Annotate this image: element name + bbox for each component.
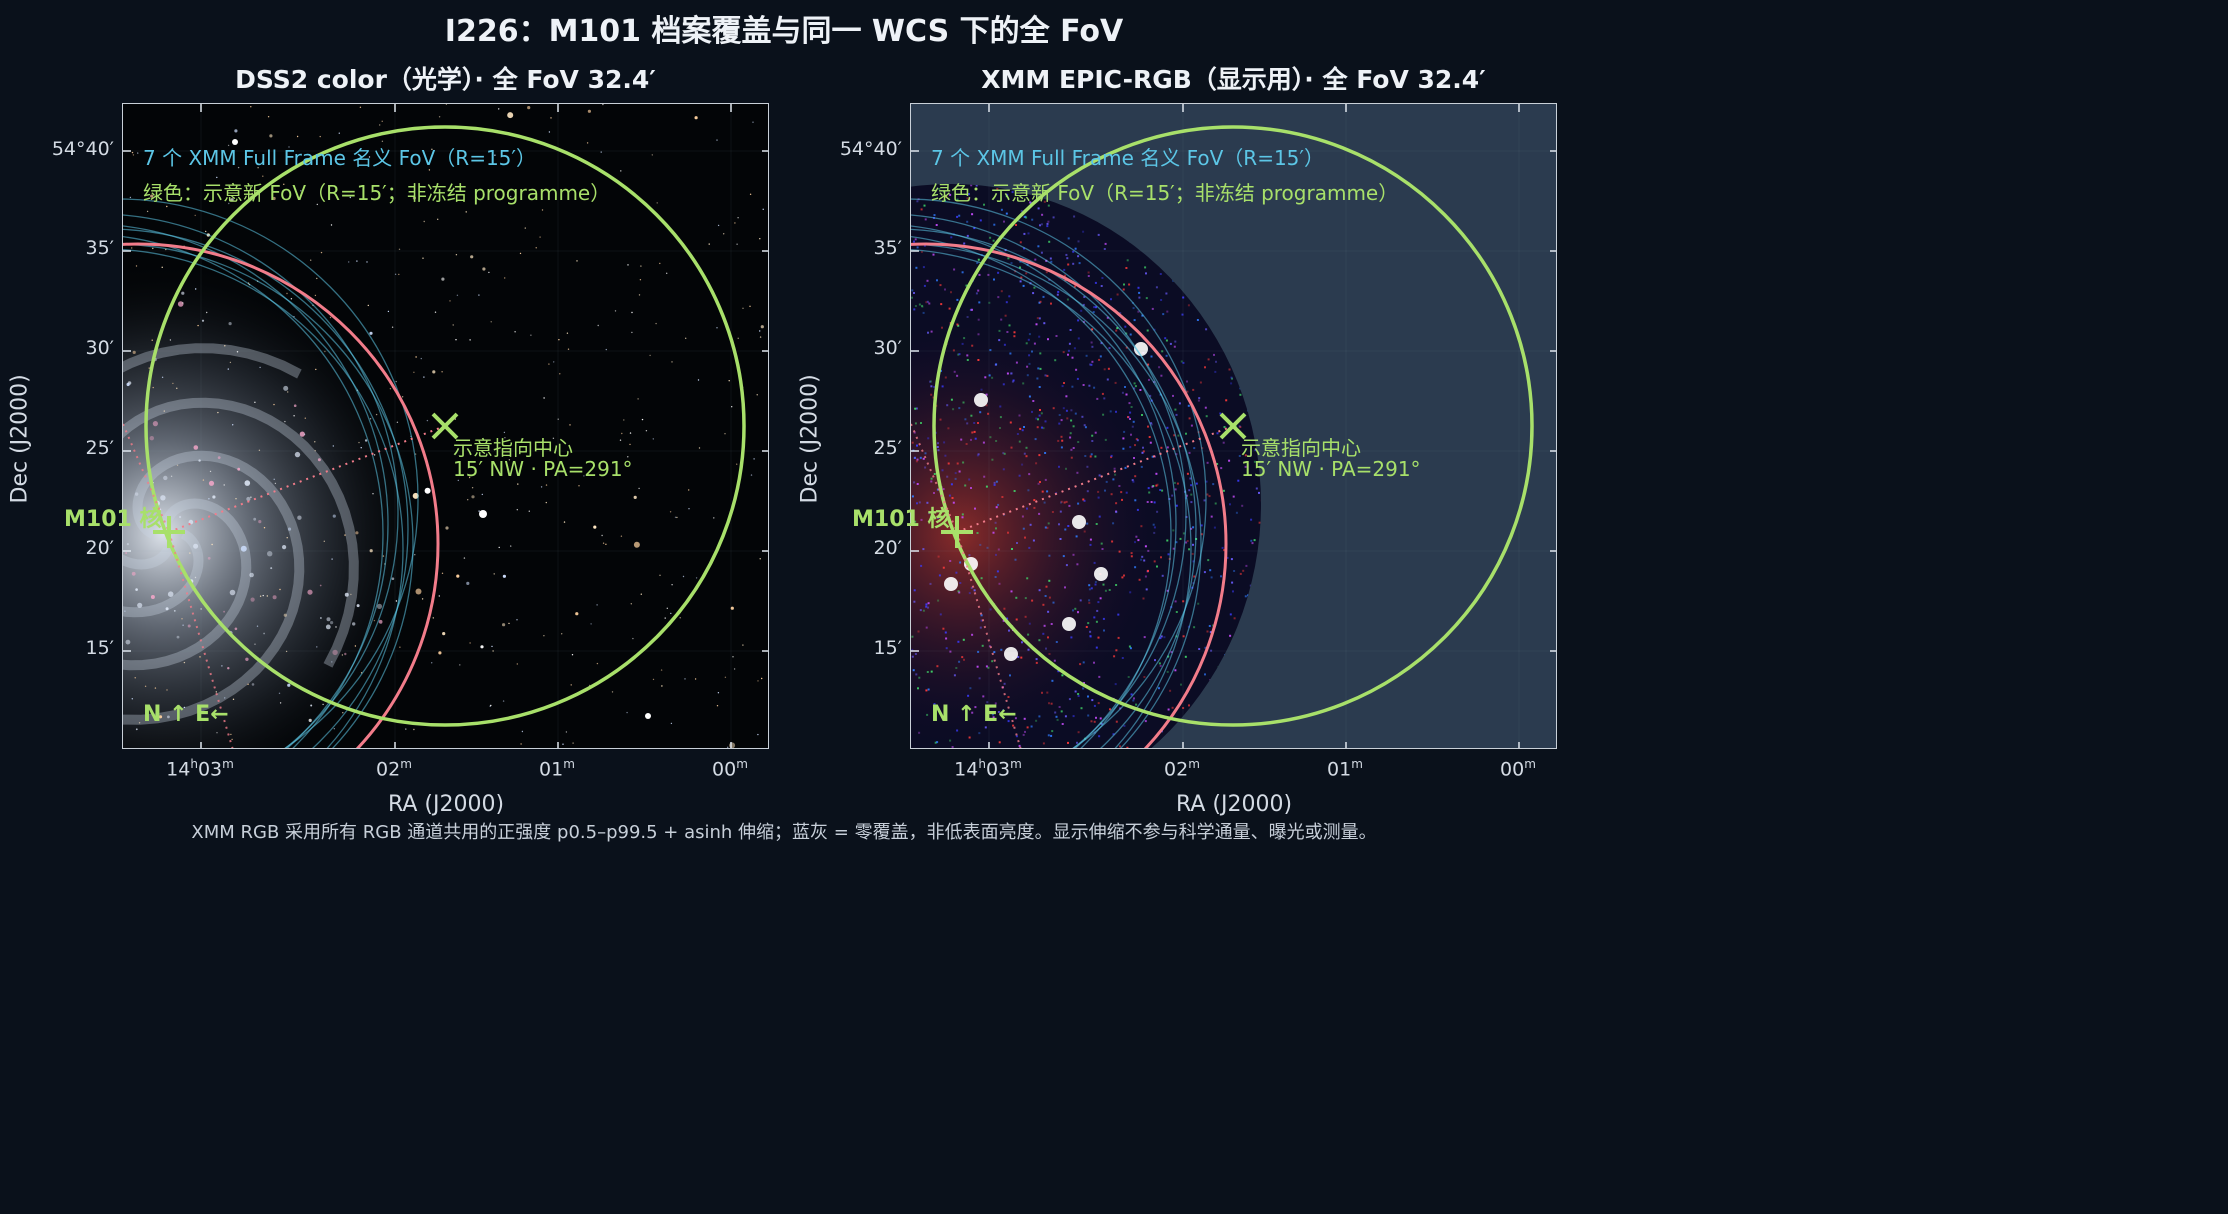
figure-title: I226：M101 档案覆盖与同一 WCS 下的全 FoV (444, 14, 1124, 49)
legend-archival-fov: 7 个 XMM Full Frame 名义 FoV（R=15′） (143, 146, 536, 170)
highlight-fov-circle (911, 242, 1228, 748)
archival-fov-circles (123, 198, 419, 748)
y-tick-label: 25′ (85, 437, 115, 459)
pointing-offset-label: 15′ NW · PA=291° (453, 457, 633, 481)
panel-left-optical: 7 个 XMM Full Frame 名义 FoV（R=15′） 绿色：示意新 F… (122, 103, 769, 749)
x-tick-label: 14h03m (954, 757, 1022, 781)
new-fov-circle (144, 125, 746, 727)
legend-new-fov: 绿色：示意新 FoV（R=15′；非冻结 programme） (931, 181, 1399, 205)
highlight-fov-circle (123, 242, 440, 748)
pointing-center-marker (431, 412, 459, 440)
nucleus-label: M101 核 (852, 507, 950, 532)
m101-galaxy (123, 264, 423, 748)
orientation-label: N ↑ E← (931, 702, 1017, 727)
optical-image (123, 104, 768, 748)
x-tick-label: 01m (539, 757, 575, 781)
offset-line (956, 425, 1234, 533)
y-axis-label-left: Dec (J2000) (7, 374, 33, 504)
nucleus-label: M101 核 (64, 507, 162, 532)
pa-line (956, 531, 1022, 748)
pointing-center-label: 示意指向中心 (1241, 436, 1361, 460)
x-axis-label-left: RA (J2000) (387, 792, 505, 817)
x-tick-label: 02m (1164, 757, 1200, 781)
x-tick-label: 00m (712, 757, 748, 781)
offset-line (168, 425, 446, 533)
new-fov-circle (932, 125, 1534, 727)
archival-fov-circles (911, 198, 1207, 748)
panel-right-xray: 7 个 XMM Full Frame 名义 FoV（R=15′） 绿色：示意新 F… (910, 103, 1557, 749)
coordinate-grid (911, 104, 1556, 748)
panel-right-subtitle: XMM EPIC-RGB（显示用）· 全 FoV 32.4′ (981, 65, 1486, 94)
pointing-center-label: 示意指向中心 (453, 436, 573, 460)
pointing-offset-label: 15′ NW · PA=291° (1241, 457, 1421, 481)
footer-note: XMM RGB 采用所有 RGB 通道共用的正强度 p0.5–p99.5 + a… (191, 822, 1377, 843)
y-tick-label: 30′ (85, 337, 115, 359)
y-tick-label: 54°40′ (839, 138, 902, 160)
pa-line (168, 531, 234, 748)
frame-ticks (911, 104, 1556, 748)
coordinate-grid (123, 104, 768, 748)
y-tick-label: 15′ (873, 637, 903, 659)
panel-left-subtitle: DSS2 color（光学）· 全 FoV 32.4′ (235, 65, 656, 94)
y-tick-label: 15′ (85, 637, 115, 659)
y-tick-label: 35′ (85, 237, 115, 259)
y-tick-label: 35′ (873, 237, 903, 259)
y-tick-label: 30′ (873, 337, 903, 359)
y-tick-label: 25′ (873, 437, 903, 459)
y-tick-label: 54°40′ (51, 138, 114, 160)
frame-ticks (123, 104, 768, 748)
legend-archival-fov: 7 个 XMM Full Frame 名义 FoV（R=15′） (931, 146, 1324, 170)
y-tick-label: 20′ (873, 537, 903, 559)
x-tick-label: 02m (376, 757, 412, 781)
legend-new-fov: 绿色：示意新 FoV（R=15′；非冻结 programme） (143, 181, 611, 205)
pointing-center-marker (1219, 412, 1247, 440)
y-tick-label: 20′ (85, 537, 115, 559)
x-tick-label: 01m (1327, 757, 1363, 781)
y-axis-label-right: Dec (J2000) (797, 374, 823, 504)
xray-image (911, 104, 1556, 748)
x-axis-label-right: RA (J2000) (1175, 792, 1293, 817)
nucleus-marker (941, 516, 973, 548)
x-tick-label: 14h03m (166, 757, 234, 781)
nucleus-marker (153, 516, 185, 548)
x-tick-label: 00m (1500, 757, 1536, 781)
orientation-label: N ↑ E← (143, 702, 229, 727)
